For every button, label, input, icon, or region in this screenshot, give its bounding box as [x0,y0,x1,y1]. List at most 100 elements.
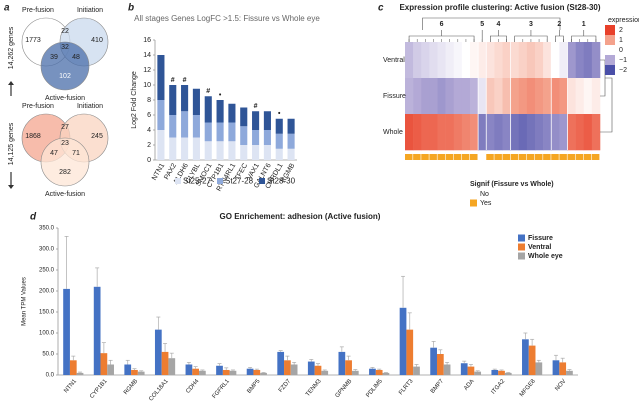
error-bar [560,357,565,363]
signif-cell [478,154,486,160]
error-bar [163,343,168,352]
annotation: # [171,77,175,84]
bar [430,347,437,375]
heatmap-cell [470,114,479,151]
error-bar [523,332,528,340]
error-bar [322,369,327,371]
bar [406,329,414,375]
heatmap-cell [413,78,422,115]
signif-cell [567,154,576,160]
y-tick-label: 10 [143,82,151,89]
row-dendrogram [600,59,613,133]
heatmap-cell [478,78,487,115]
y-tick-label: 2 [147,142,151,149]
venn-count: 245 [91,133,103,140]
bar [559,362,567,375]
heatmap-cell [535,78,544,115]
bar-segment [216,141,224,160]
bar [504,372,512,375]
heatmap-cell [494,42,503,79]
heatmap-cell [575,78,585,115]
bar-segment [204,96,212,123]
bar-segment [204,122,212,142]
colorbar-label: 2 [619,27,623,34]
heatmap-cell [575,42,585,79]
venn-count: 282 [59,169,71,176]
heatmap-cell [453,114,463,151]
signif-cell [551,154,559,160]
bar [321,370,329,375]
bar [161,351,169,375]
heatmap-cell [583,114,593,151]
y-tick-label: 4 [147,127,151,134]
heatmap-cell [526,78,536,115]
y-axis-label: Log2 Fold Change [131,71,138,129]
venn-count: 22 [61,28,69,35]
error-bar [370,367,375,369]
bar [253,369,261,375]
error-bar [492,368,497,370]
signif-cell [429,154,437,160]
cluster-label: 6 [440,21,444,28]
legend-label: Fissure [528,235,553,242]
error-bar [230,369,235,371]
bar [528,345,536,375]
x-tick-label: ITGA2 [491,378,507,396]
heatmap-cell [559,114,568,151]
signif-cell [437,154,446,160]
venn-total: 14,262 genes [8,26,15,69]
signif-cell [445,154,454,160]
error-bar [64,236,69,289]
signif-cell [559,154,567,160]
error-bar [407,312,412,330]
error-bar [431,341,436,348]
bar-segment [287,133,295,149]
x-tick-label: NTN1 [63,378,78,394]
x-tick-label: FLRT3 [398,378,415,396]
legend-swatch [259,178,265,184]
signif-cell [494,154,502,160]
bar [100,353,108,375]
error-bar [186,362,191,365]
x-tick-label: BMP5 [246,378,262,395]
heatmap-cell [559,78,568,115]
legend-label: Ventral [528,244,551,251]
error-bar [139,370,144,372]
signif-cell [461,154,470,160]
bar-segment [169,85,177,115]
x-tick-label: FGFRL1 [212,378,232,400]
heatmap-cell [437,78,446,115]
venn-set-label: Active-fusion [45,191,85,198]
legend-title: expression [608,17,639,24]
error-bar [475,370,480,372]
error-bar [217,363,222,366]
heatmap-cell [567,78,576,115]
heatmap-cell [591,114,601,151]
legend-label: St27-28 [225,177,254,186]
bar [474,371,482,375]
y-tick-label: 250.0 [39,268,55,274]
y-tick-label: 0 [147,157,151,164]
y-tick-label: 150.0 [39,310,55,316]
y-tick-label: 0.0 [46,373,55,379]
dendrogram [571,30,597,42]
heatmap-cell [445,78,455,115]
error-bar [438,349,443,354]
error-bar [169,352,174,359]
heatmap-cell [486,42,495,79]
heatmap-cell [486,78,495,115]
venn-set-label: Initiation [77,7,103,14]
heatmap-cell [437,114,446,151]
colorbar-swatch [605,55,615,65]
bar [284,360,291,375]
bar [314,365,322,375]
y-tick-label: 16 [143,37,151,44]
error-bar [377,368,382,370]
bar [168,358,176,375]
signif-cell [535,154,543,160]
chart-title: Expression profile clustering: Active fu… [399,3,600,12]
error-bar [254,368,259,370]
heatmap-cell [429,114,438,151]
colorbar-label: 1 [619,37,623,44]
bar [375,369,383,375]
